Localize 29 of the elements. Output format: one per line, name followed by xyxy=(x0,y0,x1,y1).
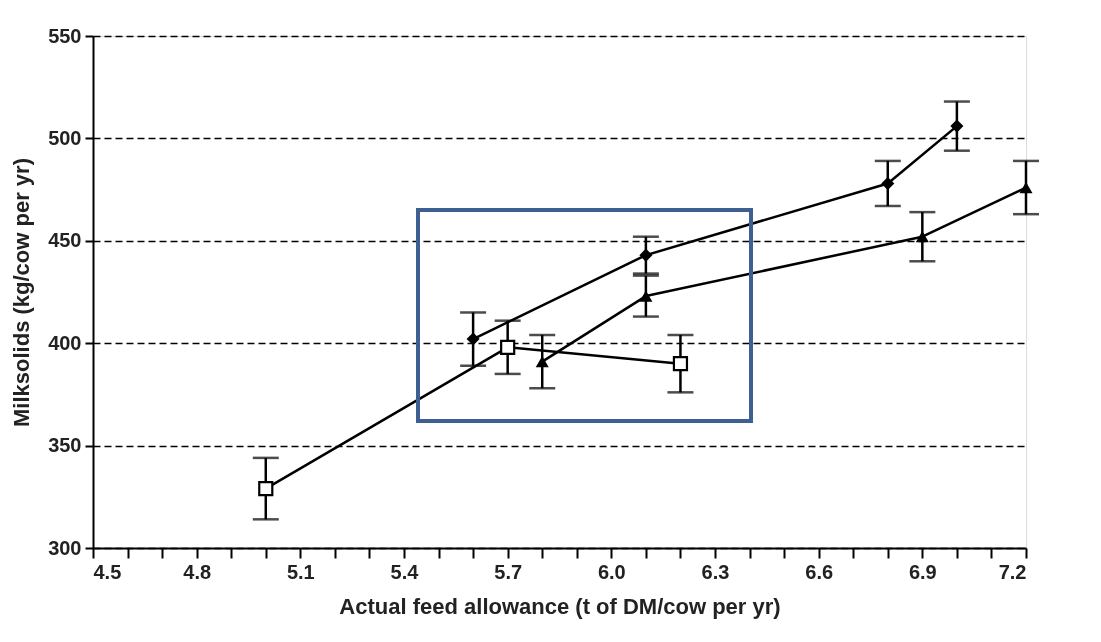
y-tick-label: 400 xyxy=(48,331,82,354)
x-tick-label: 6.6 xyxy=(805,560,834,583)
x-tick-label: 6.3 xyxy=(701,560,730,583)
x-tick-label: 5.7 xyxy=(494,560,523,583)
point xyxy=(915,231,929,243)
point xyxy=(258,480,274,497)
x-tick-label: 6.9 xyxy=(908,560,937,583)
point xyxy=(535,355,549,368)
x-tick-label: 5.4 xyxy=(390,560,420,583)
y-tick-label: 500 xyxy=(48,126,82,149)
y-tick-label: 300 xyxy=(48,536,82,559)
x-tick-label: 5.1 xyxy=(286,560,315,583)
y-tick-label: 350 xyxy=(48,434,82,457)
point xyxy=(1019,181,1033,194)
point xyxy=(950,119,964,133)
point xyxy=(466,332,480,346)
x-axis-title: Actual feed allowance (t of DM/cow per yr) xyxy=(339,593,781,619)
x-tick-label: 6.0 xyxy=(597,560,626,583)
y-axis-title: Milksolids (kg/cow per yr) xyxy=(9,158,35,427)
point xyxy=(500,339,516,355)
point xyxy=(672,356,689,372)
x-tick-label: 7.2 xyxy=(998,560,1027,583)
y-tick-label: 550 xyxy=(48,24,82,47)
x-tick-label: 4.5 xyxy=(93,560,122,583)
point xyxy=(639,248,653,262)
point xyxy=(881,176,895,190)
x-tick-label: 4.8 xyxy=(183,560,212,583)
point xyxy=(639,290,653,302)
y-tick-label: 450 xyxy=(48,229,82,252)
